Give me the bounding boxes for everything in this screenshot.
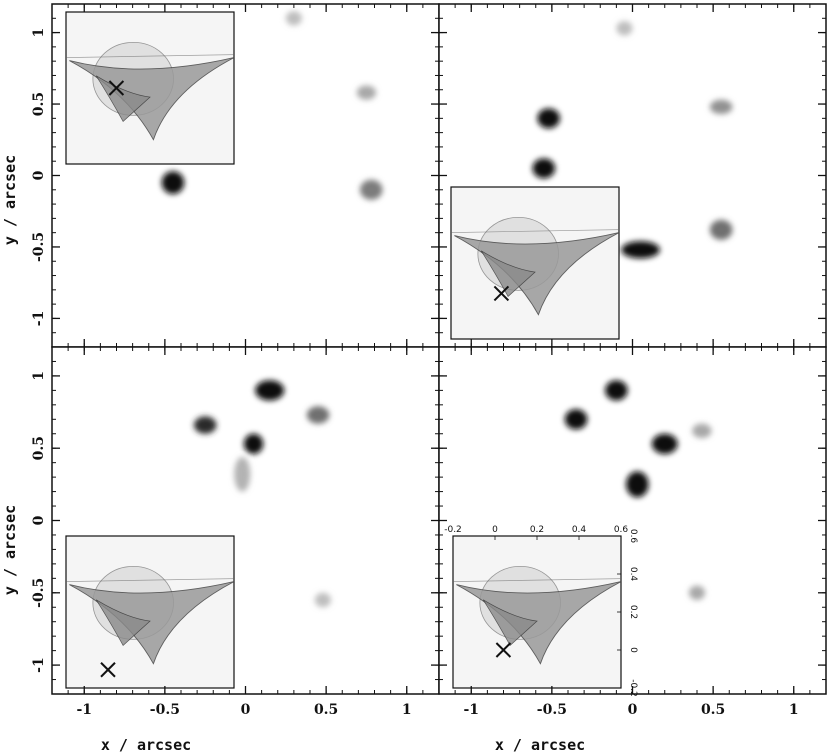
panels-layer: 1 0.5 0 -0.5 -1 -1 -0.5 0 0.5 1 1 0.5 0 -0.5 -1 -0.2 0 0.… — [31, 3, 827, 718]
y-tick-label: -0.5 — [31, 578, 47, 608]
ticks — [439, 4, 826, 347]
x-tick-label: -0.5 — [537, 702, 567, 718]
lensed-image — [161, 171, 185, 195]
lensed-image — [605, 380, 628, 401]
x-tick-label: -0.5 — [150, 702, 180, 718]
lensed-image — [651, 433, 678, 454]
axis-label-layer: x / arcsec x / arcsec y / arcsec y / arc… — [1, 155, 585, 754]
y-tick-label: 1 — [31, 28, 47, 38]
critical-line — [65, 54, 235, 58]
x-tick-label: 0.5 — [701, 702, 725, 718]
cross-icon — [100, 662, 116, 678]
x-tick-label: 0 — [628, 702, 638, 718]
inset-map: -0.200.20.40.6-0.200.20.40.6 — [444, 525, 638, 697]
lensed-image — [621, 241, 660, 259]
critical-line — [65, 578, 235, 582]
critical-line — [452, 578, 622, 582]
lensed-image — [193, 416, 217, 434]
x-axis-label-left: x / arcsec — [101, 736, 191, 754]
y-tick-label: -0.5 — [31, 232, 47, 262]
image-blobs — [532, 21, 733, 259]
image-blobs — [161, 11, 383, 200]
caustic-cusp — [95, 599, 151, 646]
image-blobs — [193, 380, 331, 608]
x-tick-label: 0.5 — [314, 702, 338, 718]
critical-line — [450, 229, 620, 233]
ticks — [439, 347, 826, 694]
y-axis-label-top: y / arcsec — [1, 155, 19, 245]
lensed-image — [564, 409, 588, 430]
lensed-image — [688, 585, 706, 601]
y-tick-label: -1 — [31, 657, 47, 673]
lensed-image — [255, 380, 285, 401]
lensed-image — [709, 219, 733, 240]
inset-x-tick-label: 0.2 — [530, 525, 544, 535]
caustic-cusp — [482, 599, 538, 646]
x-tick-label: -1 — [463, 702, 479, 718]
x-tick-label: 0 — [241, 702, 251, 718]
y-tick-label: 0 — [31, 515, 47, 525]
lensed-image — [314, 592, 331, 608]
inset-x-tick-label: -0.2 — [444, 525, 462, 535]
y-tick-label: -1 — [31, 311, 47, 327]
x-tick-label: -1 — [76, 702, 92, 718]
panel-bottom-right: -0.200.20.40.6-0.200.20.40.6-1-0.500.51 — [438, 346, 827, 718]
inset-x-tick-label: 0 — [492, 525, 498, 535]
caustic-cusp — [480, 250, 536, 297]
lensed-image — [709, 99, 733, 115]
inset-y-tick-label: 0.4 — [628, 567, 638, 582]
cross-stroke — [493, 285, 510, 302]
y-tick-label: 0 — [31, 170, 47, 180]
cross-icon — [493, 285, 510, 302]
inset-map — [450, 186, 620, 340]
inset-y-tick-label: 0 — [628, 647, 638, 653]
x-tick-label: 1 — [789, 702, 799, 718]
cross-stroke — [108, 80, 125, 96]
panel-top-right — [438, 3, 827, 348]
lensed-image — [532, 158, 556, 179]
inset-x-tick-label: 0.6 — [614, 525, 629, 535]
lensed-image — [285, 11, 302, 26]
cross-stroke — [495, 642, 512, 658]
caustic-cusp — [95, 75, 151, 122]
lensed-image — [616, 21, 633, 36]
lensed-image — [356, 85, 377, 100]
image-blobs — [564, 380, 712, 601]
x-axis-label-right: x / arcsec — [495, 736, 585, 754]
inset-y-tick-label: 0.2 — [628, 605, 638, 619]
inset-y-tick-label: 0.6 — [628, 529, 638, 544]
lensed-image — [359, 179, 383, 200]
y-tick-label: 1 — [31, 371, 47, 381]
panel-top-left: 1 0.5 0 -0.5 -1 — [31, 3, 440, 348]
inset-x-tick-label: 0.4 — [572, 525, 587, 535]
lensed-image — [626, 471, 649, 498]
inset-map — [65, 11, 235, 165]
lensed-image — [692, 423, 712, 439]
x-tick-label: 1 — [402, 702, 412, 718]
inset-map — [65, 535, 235, 689]
lensed-image — [234, 456, 251, 492]
cross-icon — [108, 80, 125, 96]
cross-icon — [495, 642, 512, 658]
lensed-image — [243, 433, 264, 454]
y-tick-label: 0.5 — [31, 92, 47, 116]
y-tick-label: 0.5 — [31, 436, 47, 460]
lensed-image — [537, 108, 560, 129]
cross-stroke — [100, 662, 116, 678]
lensed-image — [306, 406, 330, 424]
panel-bottom-left: -1 -0.5 0 0.5 1 1 0.5 0 -0.5 -1 — [31, 346, 440, 718]
y-axis-label-bottom: y / arcsec — [1, 505, 19, 595]
